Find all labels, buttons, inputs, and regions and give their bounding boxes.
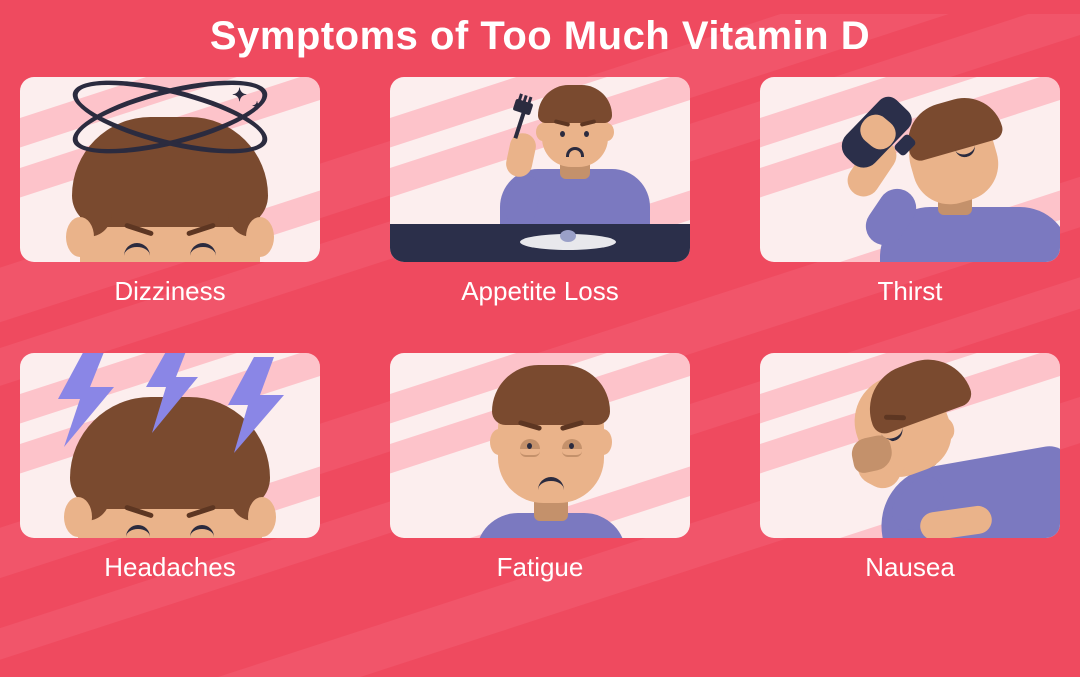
caption-headaches: Headaches — [104, 552, 236, 583]
card-dizziness: ✦ ✦ — [20, 77, 320, 262]
fork-plate-icon — [390, 77, 690, 262]
caption-thirst: Thirst — [878, 276, 943, 307]
hand-mouth-icon — [760, 353, 1060, 538]
caption-fatigue: Fatigue — [497, 552, 584, 583]
card-nausea — [760, 353, 1060, 538]
card-appetite — [390, 77, 690, 262]
grid-cell-headaches: Headaches — [20, 353, 320, 583]
card-fatigue — [390, 353, 690, 538]
card-thirst — [760, 77, 1060, 262]
grid-cell-nausea: Nausea — [760, 353, 1060, 583]
page-title: Symptoms of Too Much Vitamin D — [0, 14, 1080, 59]
grid-cell-thirst: Thirst — [760, 77, 1060, 307]
caption-appetite: Appetite Loss — [461, 276, 619, 307]
caption-dizziness: Dizziness — [114, 276, 225, 307]
symptom-grid: ✦ ✦ Dizziness — [0, 67, 1080, 583]
card-headaches — [20, 353, 320, 538]
spinning-head-icon: ✦ ✦ — [20, 77, 320, 262]
grid-cell-dizziness: ✦ ✦ Dizziness — [20, 77, 320, 307]
grid-cell-appetite: Appetite Loss — [390, 77, 690, 307]
drinking-icon — [760, 77, 1060, 262]
lightning-head-icon — [20, 353, 320, 538]
caption-nausea: Nausea — [865, 552, 955, 583]
tired-face-icon — [390, 353, 690, 538]
grid-cell-fatigue: Fatigue — [390, 353, 690, 583]
